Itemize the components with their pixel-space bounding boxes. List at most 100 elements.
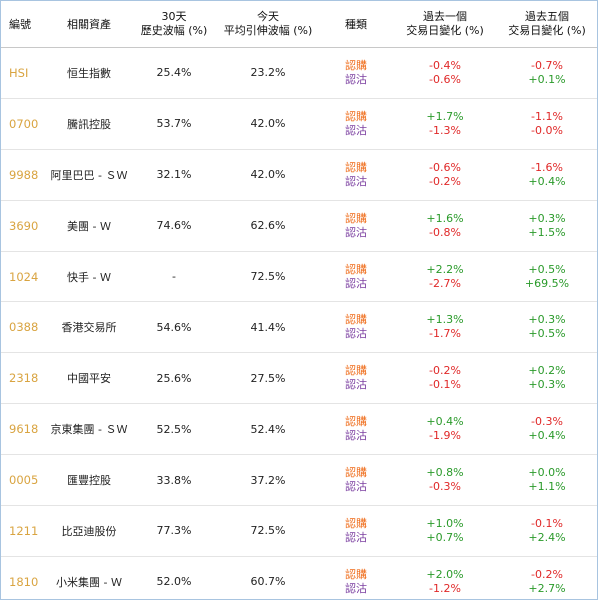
warrant-type: 認購 認沽 — [319, 505, 393, 557]
table-row[interactable]: 2318 中國平安 25.6% 27.5% 認購 認沽 -0.2% -0.1% +0.2% +0.… — [1, 352, 597, 405]
call-type-label[interactable]: 認購 — [345, 466, 367, 480]
iv-value: 41.4% — [217, 301, 319, 354]
call-type-label[interactable]: 認購 — [345, 313, 367, 327]
change-5d: +0.0% +1.1% — [497, 454, 597, 507]
asset-name[interactable]: 匯豐控股 — [47, 454, 131, 507]
hv30-value: 32.1% — [131, 149, 217, 201]
change-1d-call: +0.4% — [426, 415, 464, 429]
table-row[interactable]: 0388 香港交易所 54.6% 41.4% 認購 認沽 +1.3% -1.7% +0.3% +0… — [1, 301, 597, 354]
table-row[interactable]: 1211 比亞迪股份 77.3% 72.5% 認購 認沽 +1.0% +0.7% -0.1% +2… — [1, 505, 597, 557]
call-type-label[interactable]: 認購 — [345, 58, 367, 72]
change-5d-call: +0.5% — [528, 262, 566, 276]
put-type-label[interactable]: 認沽 — [345, 276, 367, 290]
change-5d-call: -0.7% — [531, 58, 563, 72]
change-5d-put: +1.5% — [528, 225, 566, 239]
call-type-label[interactable]: 認購 — [345, 211, 367, 225]
put-type-label[interactable]: 認沽 — [345, 327, 367, 341]
asset-code[interactable]: 1211 — [1, 505, 47, 557]
asset-name[interactable]: 中國平安 — [47, 352, 131, 405]
call-type-label[interactable]: 認購 — [345, 262, 367, 276]
change-5d-call: +0.3% — [528, 211, 566, 225]
asset-name[interactable]: 騰訊控股 — [47, 98, 131, 150]
iv-value: 60.7% — [250, 575, 286, 589]
change-5d-call: +0.3% — [528, 313, 566, 327]
change-5d: +0.5% +69.5% — [497, 251, 597, 303]
change-5d-put: -0.0% — [531, 123, 563, 137]
table-row[interactable]: HSI 恒生指數 25.4% 23.2% 認購 認沽 -0.4% -0.6% -0.7% +0.1… — [1, 47, 597, 99]
put-type-label[interactable]: 認沽 — [345, 378, 367, 392]
header-iv: 今天 平均引伸波幅 (%) — [217, 1, 319, 48]
asset-name[interactable]: 快手 - Ｗ — [47, 251, 131, 303]
hv30-value: 52.0% — [156, 575, 192, 589]
change-1d-put: +0.7% — [426, 530, 464, 544]
put-type-label[interactable]: 認沽 — [345, 174, 367, 188]
asset-code[interactable]: 0005 — [1, 454, 47, 507]
asset-name[interactable]: 京東集團 - ＳＷ — [47, 403, 131, 456]
change-1d: -0.4% -0.6% — [393, 47, 497, 99]
asset-code[interactable]: 3690 — [1, 200, 47, 252]
change-5d-call: -1.1% — [531, 109, 563, 123]
asset-code[interactable]: 0388 — [1, 301, 47, 354]
table-row[interactable]: 0700 騰訊控股 53.7% 42.0% 認購 認沽 +1.7% -1.3% -1.1% -0.… — [1, 98, 597, 150]
change-5d-call: +0.0% — [528, 466, 566, 480]
change-5d: -0.7% +0.1% — [497, 47, 597, 99]
iv-value: 62.6% — [217, 200, 319, 252]
call-type-label[interactable]: 認購 — [345, 364, 367, 378]
change-1d-call: +0.8% — [426, 466, 464, 480]
put-type-label[interactable]: 認沽 — [345, 72, 367, 86]
call-type-label[interactable]: 認購 — [345, 567, 367, 581]
table-row[interactable]: 3690 美團 - Ｗ 74.6% 62.6% 認購 認沽 +1.6% -0.8% +0.3% +… — [1, 200, 597, 252]
warrant-type: 認購 認沽 — [319, 200, 393, 252]
asset-code[interactable]: HSI — [1, 47, 47, 99]
put-type-label[interactable]: 認沽 — [345, 530, 367, 544]
change-5d: +0.2% +0.3% — [497, 352, 597, 405]
change-1d-call: -0.2% — [429, 364, 461, 378]
hv30-value: - — [131, 251, 217, 303]
asset-name[interactable]: 恒生指數 — [47, 47, 131, 99]
asset-code[interactable]: 9988 — [1, 149, 47, 201]
change-1d-put: -0.1% — [429, 378, 461, 392]
asset-name[interactable]: 香港交易所 — [47, 301, 131, 354]
call-type-label[interactable]: 認購 — [345, 415, 367, 429]
table-row[interactable]: 9618 京東集團 - ＳＷ 52.5% 52.4% 認購 認沽 +0.4% -1.9% -0.… — [1, 403, 597, 456]
call-type-label[interactable]: 認購 — [345, 516, 367, 530]
hv30-value: 25.4% — [131, 47, 217, 99]
change-1d-call: +1.6% — [426, 211, 464, 225]
put-type-label[interactable]: 認沽 — [345, 429, 367, 443]
change-1d-call: -0.6% — [429, 160, 461, 174]
asset-name[interactable]: 美團 - Ｗ — [47, 200, 131, 252]
put-type-label[interactable]: 認沽 — [345, 480, 367, 494]
asset-name[interactable]: 阿里巴巴 - ＳＷ — [47, 149, 131, 201]
asset-code[interactable]: 1024 — [1, 251, 47, 303]
header-change-5d: 過去五個 交易日變化 (%) — [497, 1, 597, 48]
put-type-label[interactable]: 認沽 — [345, 581, 367, 595]
header-hv30: 30天 歷史波幅 (%) — [131, 1, 217, 48]
call-type-label[interactable]: 認購 — [345, 109, 367, 123]
table-row[interactable]: 9988 阿里巴巴 - ＳＷ 32.1% 42.0% 認購 認沽 -0.6% -0.2% -1.… — [1, 149, 597, 201]
change-1d-call: +1.3% — [426, 313, 464, 327]
warrant-type: 認購 認沽 — [319, 251, 393, 303]
change-1d-call: +2.0% — [426, 567, 464, 581]
warrant-type: 認購 認沽 — [319, 149, 393, 201]
change-1d: +1.3% -1.7% — [393, 301, 497, 354]
put-type-label[interactable]: 認沽 — [345, 225, 367, 239]
change-5d-call: +0.2% — [528, 364, 566, 378]
put-type-label[interactable]: 認沽 — [345, 123, 367, 137]
call-type-label[interactable]: 認購 — [345, 160, 367, 174]
asset-code[interactable]: 0700 — [1, 98, 47, 150]
asset-name[interactable]: 比亞迪股份 — [47, 505, 131, 557]
asset-code[interactable]: 9618 — [1, 403, 47, 456]
table-row[interactable]: 0005 匯豐控股 33.8% 37.2% 認購 認沽 +0.8% -0.3% +0.0% +1.… — [1, 454, 597, 507]
asset-name[interactable]: 小米集團 - Ｗ — [56, 575, 122, 589]
table-row[interactable]: 1810 小米集團 - Ｗ 52.0% 60.7% 認購 認沽 +2.0% -1.2% -0.2… — [1, 556, 597, 606]
asset-code[interactable]: 2318 — [1, 352, 47, 405]
change-1d-put: -1.2% — [429, 581, 461, 595]
change-1d: +0.8% -0.3% — [393, 454, 497, 507]
asset-code[interactable]: 1810 — [9, 574, 39, 589]
table-row[interactable]: 1024 快手 - Ｗ -72.5% 認購 認沽 +2.2% -2.7% +0.5% +69.5… — [1, 251, 597, 303]
change-1d-put: -1.9% — [429, 429, 461, 443]
hv30-value: 52.5% — [131, 403, 217, 456]
change-5d-call: -0.2% — [531, 567, 563, 581]
